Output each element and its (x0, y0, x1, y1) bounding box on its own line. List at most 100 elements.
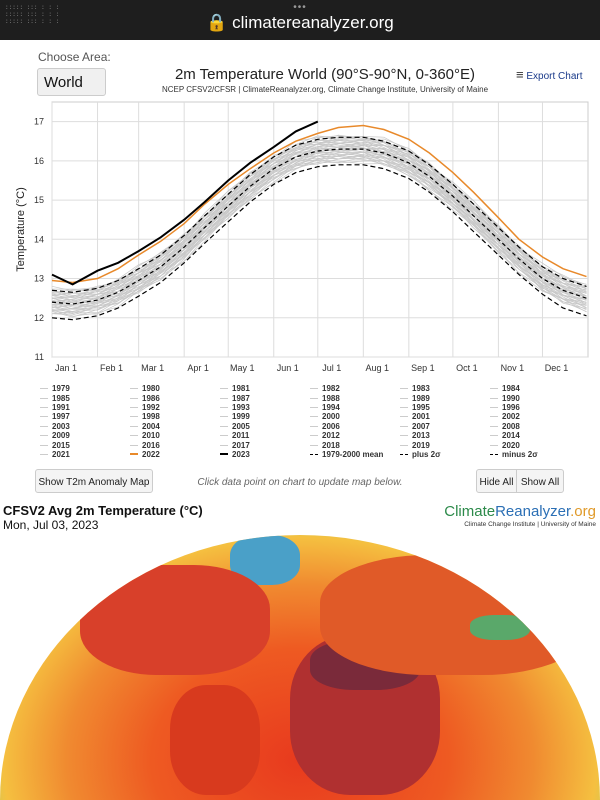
legend-label: 1994 (322, 402, 340, 412)
legend-item[interactable]: 2021 (40, 450, 130, 459)
show-all-button[interactable]: Show All (516, 469, 564, 493)
status-bar: ::::: ::: : : :::::: ::: : : :::::: ::: … (5, 4, 60, 25)
hide-all-button[interactable]: Hide All (476, 469, 517, 493)
legend-item[interactable]: 1995 (400, 403, 490, 412)
legend-item[interactable]: 2022 (130, 450, 220, 459)
legend-item[interactable]: 1984 (490, 384, 580, 393)
address-bar[interactable]: 🔒 climatereanalyzer.org (0, 13, 600, 33)
map-title: CFSV2 Avg 2m Temperature (°C) (3, 503, 203, 518)
legend-label: 2012 (322, 431, 340, 441)
x-tick-label: May 1 (230, 363, 255, 373)
legend-item[interactable]: 2005 (220, 422, 310, 431)
more-icon[interactable]: ••• (293, 2, 307, 13)
legend-item[interactable]: 1998 (130, 412, 220, 421)
legend-item[interactable]: 2023 (220, 450, 310, 459)
legend-label: 1992 (142, 402, 160, 412)
x-tick-label: Nov 1 (501, 363, 525, 373)
legend-label: minus 2σ (502, 449, 538, 459)
legend-swatch (40, 453, 48, 455)
legend-item[interactable]: 1996 (490, 403, 580, 412)
legend-item[interactable]: 2019 (400, 440, 490, 450)
legend-item[interactable]: 1992 (130, 403, 220, 412)
legend-item[interactable]: 2013 (400, 431, 490, 440)
legend-item[interactable]: 2010 (130, 431, 220, 440)
legend-item[interactable]: 2006 (310, 422, 400, 431)
legend-item[interactable]: 2002 (490, 412, 580, 421)
x-tick-label: Jun 1 (277, 363, 299, 373)
legend-item[interactable]: 1990 (490, 393, 580, 403)
series-line-2022 (51, 124, 587, 284)
choose-area-label: Choose Area: (38, 50, 111, 64)
legend-label: 1995 (412, 402, 430, 412)
url-text: climatereanalyzer.org (232, 13, 394, 32)
show-anomaly-map-button[interactable]: Show T2m Anomaly Map (35, 469, 153, 493)
legend-item[interactable]: 1987 (220, 393, 310, 403)
legend-swatch (490, 397, 498, 399)
legend-item[interactable]: 1981 (220, 384, 310, 393)
legend-item[interactable]: 2008 (490, 422, 580, 431)
x-tick-label: Jul 1 (322, 363, 341, 373)
y-axis-label: Temperature (°C) (15, 187, 27, 271)
legend-item[interactable]: 2014 (490, 431, 580, 440)
hamburger-icon: ≡ (516, 67, 524, 82)
legend-label: 1989 (412, 393, 430, 403)
legend-item[interactable]: 1980 (130, 384, 220, 393)
legend-label: 1999 (232, 412, 250, 422)
legend-label: 1985 (52, 393, 70, 403)
legend-item[interactable]: 2011 (220, 431, 310, 440)
legend-item[interactable]: 1982 (310, 384, 400, 393)
legend-swatch (130, 406, 138, 408)
temperature-chart[interactable]: Jan 1 Feb 1 Mar 1 Apr 1 May 1 Jun 1 Jul 1 Aug 1… (0, 100, 600, 380)
legend-swatch (400, 397, 408, 399)
y-tick-label: 17 (34, 117, 44, 127)
legend-swatch (40, 397, 48, 399)
legend-swatch (40, 444, 48, 446)
y-tick-label: 14 (34, 234, 44, 244)
legend-swatch (220, 397, 228, 399)
legend-item[interactable]: 1986 (130, 393, 220, 403)
chart-hint: Click data point on chart to update map … (197, 477, 403, 488)
legend-label: 2018 (322, 440, 340, 450)
legend-item[interactable]: 2001 (400, 412, 490, 421)
y-tick-label: 16 (34, 156, 44, 166)
legend-swatch (130, 444, 138, 446)
series-line-minus-2- (51, 164, 587, 321)
legend-item[interactable]: 1993 (220, 403, 310, 412)
legend-item[interactable]: 2007 (400, 422, 490, 431)
legend-label: 2001 (412, 412, 430, 422)
legend-item[interactable]: 2017 (220, 440, 310, 450)
legend-swatch (400, 416, 408, 418)
legend-swatch (490, 406, 498, 408)
legend-item[interactable]: plus 2σ (400, 450, 490, 459)
legend-item[interactable]: 2018 (310, 440, 400, 450)
legend-item[interactable]: 1999 (220, 412, 310, 421)
legend-item[interactable]: 1979 (40, 384, 130, 393)
legend-item[interactable]: 2016 (130, 440, 220, 450)
export-chart-button[interactable]: ≡ Export Chart (516, 67, 583, 82)
legend-swatch (130, 397, 138, 399)
legend-item[interactable]: 2004 (130, 422, 220, 431)
legend-item[interactable]: 1988 (310, 393, 400, 403)
legend-item[interactable]: 2009 (40, 431, 130, 440)
legend-item[interactable]: 1989 (400, 393, 490, 403)
legend-swatch (220, 416, 228, 418)
legend-label: 2004 (142, 421, 160, 431)
legend-item[interactable]: minus 2σ (490, 450, 580, 459)
legend-item[interactable]: 1994 (310, 403, 400, 412)
legend-item[interactable]: 1997 (40, 412, 130, 421)
legend-item[interactable]: 2015 (40, 440, 130, 450)
legend-label: 2005 (232, 421, 250, 431)
legend-item[interactable]: 2000 (310, 412, 400, 421)
area-select[interactable]: World (37, 68, 106, 96)
legend-item[interactable]: 2012 (310, 431, 400, 440)
x-tick-label: Apr 1 (187, 363, 209, 373)
legend-item[interactable]: 2020 (490, 440, 580, 450)
legend-swatch (40, 435, 48, 437)
legend-swatch (310, 388, 318, 390)
legend-item[interactable]: 1983 (400, 384, 490, 393)
legend-item[interactable]: 2003 (40, 422, 130, 431)
legend-item[interactable]: 1991 (40, 403, 130, 412)
legend-item[interactable]: 1979-2000 mean (310, 450, 400, 459)
legend-item[interactable]: 1985 (40, 393, 130, 403)
temperature-map[interactable] (0, 535, 600, 800)
